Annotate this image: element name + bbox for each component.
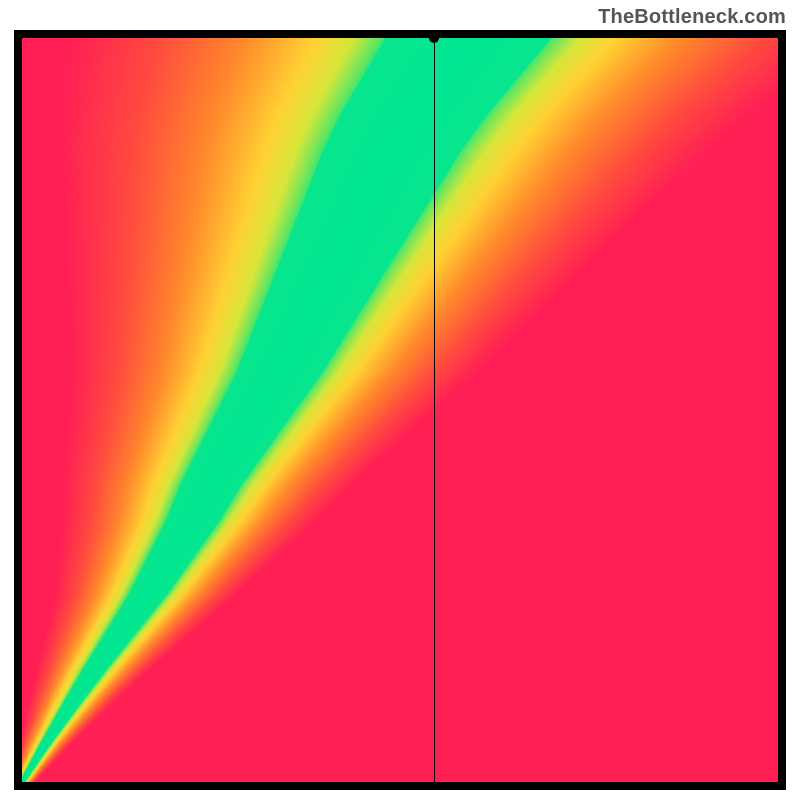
heatmap-frame [14,30,786,790]
watermark-text: TheBottleneck.com [598,6,786,29]
heatmap-canvas [22,38,778,782]
heatmap-inner [22,38,778,782]
